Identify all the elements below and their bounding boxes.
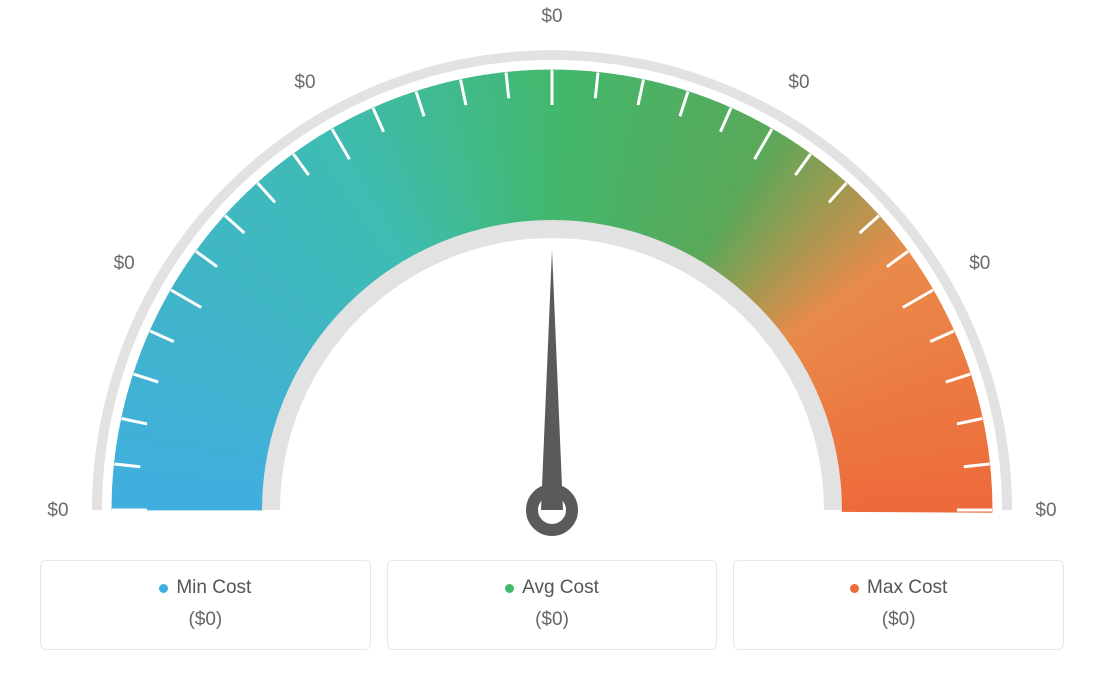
legend-title-min: Min Cost (61, 577, 350, 599)
legend-dot-avg (505, 584, 514, 593)
gauge-svg: $0 $0 $0 $0 $0 $0 $0 (0, 0, 1104, 560)
legend-label-avg: Avg Cost (522, 577, 599, 599)
legend-title-avg: Avg Cost (408, 577, 697, 599)
legend-card-avg: Avg Cost ($0) (387, 560, 718, 650)
svg-text:$0: $0 (788, 72, 809, 93)
legend-row: Min Cost ($0) Avg Cost ($0) Max Cost ($0… (0, 560, 1104, 650)
svg-text:$0: $0 (114, 253, 135, 274)
svg-text:$0: $0 (969, 253, 990, 274)
legend-label-max: Max Cost (867, 577, 947, 599)
gauge-chart: $0 $0 $0 $0 $0 $0 $0 (0, 0, 1104, 560)
legend-title-max: Max Cost (754, 577, 1043, 599)
svg-text:$0: $0 (47, 500, 68, 521)
legend-label-min: Min Cost (176, 577, 251, 599)
svg-text:$0: $0 (541, 6, 562, 27)
svg-text:$0: $0 (1035, 500, 1056, 521)
cost-gauge-widget: $0 $0 $0 $0 $0 $0 $0 Min Cost ($0) Avg Cost ($… (0, 0, 1104, 690)
legend-value-max: ($0) (754, 609, 1043, 631)
svg-text:$0: $0 (294, 72, 315, 93)
legend-value-min: ($0) (61, 609, 350, 631)
legend-dot-min (159, 584, 168, 593)
legend-card-max: Max Cost ($0) (733, 560, 1064, 650)
legend-value-avg: ($0) (408, 609, 697, 631)
legend-card-min: Min Cost ($0) (40, 560, 371, 650)
legend-dot-max (850, 584, 859, 593)
